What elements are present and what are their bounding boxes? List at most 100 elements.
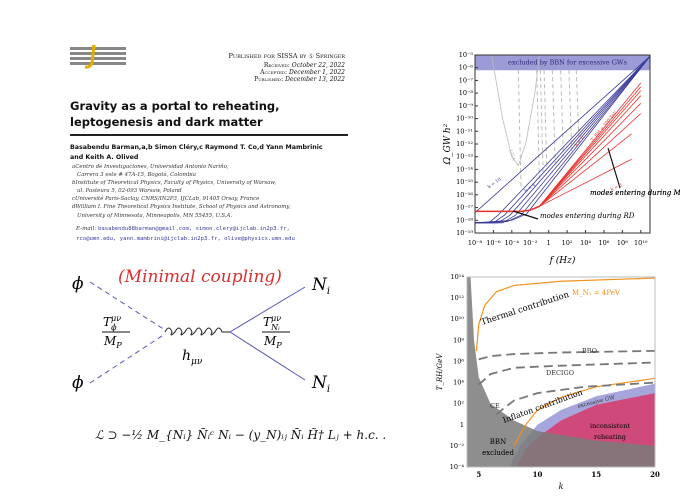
publisher-line: Published for SISSA by ⓢ Springer <box>229 52 345 60</box>
diagram-caption: (Minimal coupling) <box>118 267 282 287</box>
svg-text:MP: MP <box>263 334 282 350</box>
series-red-k-10 <box>539 82 642 207</box>
reheating-label: reheating <box>594 433 626 441</box>
plot-frame <box>474 54 651 234</box>
published-for: Published for SISSA by <box>228 52 307 60</box>
series-red-7 <box>539 133 632 207</box>
detector-sensitivity-line <box>536 70 540 183</box>
series-red-3 <box>539 90 642 207</box>
received-label: Received: <box>263 62 290 69</box>
email-label: E-mail: <box>76 226 97 232</box>
graviton-propagator <box>164 327 230 336</box>
x-tick-label: 5 <box>476 470 481 479</box>
x-tick-label: 15 <box>591 470 601 479</box>
curve-label: LISA <box>507 149 517 162</box>
vertex-right-factor: Tμν Nᵢ MP <box>262 314 290 350</box>
bbo-label: BBO <box>582 347 597 355</box>
x-tick-label: 10⁻⁴ <box>505 239 520 247</box>
series-blue-k-10 <box>474 55 651 213</box>
paper-title: Gravity as a portal to reheating, leptog… <box>70 99 280 129</box>
y-tick-label: 10⁻⁶ <box>459 64 474 72</box>
publisher: Springer <box>315 52 345 60</box>
x-tick-label: 10⁻² <box>523 239 538 247</box>
y-tick-label: 10⁻¹³ <box>456 153 473 161</box>
series-red-k-4 <box>539 158 632 207</box>
vertex-left-factor: Tμν ϕ MP <box>102 314 130 350</box>
series-decigo <box>478 361 656 386</box>
y-tick-label: 10⁸ <box>453 336 464 344</box>
inconsistent-label: inconsistent <box>590 422 630 430</box>
y-tick-label: 10⁻¹⁰ <box>456 115 473 123</box>
n-out-1-label: Ni <box>311 275 330 297</box>
email-link[interactable]: basabendu88barman@gmail.com, simon.clery… <box>97 226 290 232</box>
published-date: December 13, 2022 <box>285 76 345 83</box>
x-tick-label: 10⁻⁸ <box>468 239 483 247</box>
detector-sensitivity-line <box>517 70 522 189</box>
x-axis-label: k <box>559 482 564 491</box>
accepted-label: Accepted: <box>260 69 288 76</box>
y-tick-label: 10⁻⁸ <box>459 89 474 97</box>
x-tick-label: 10⁸ <box>617 239 628 247</box>
series-red-6 <box>539 113 642 207</box>
annotation-modes-rd: modes entering during RD <box>540 212 635 220</box>
series-red-plateau <box>475 205 540 213</box>
y-tick-label: 10⁻¹¹ <box>456 127 473 135</box>
y-tick-label: 10⁻¹⁹ <box>456 229 473 237</box>
y-tick-label: 10¹⁰ <box>451 315 465 323</box>
annotation-modes-md: modes entering during MD <box>590 189 680 197</box>
lagrangian-equation: ℒ ⊃ −½ M_{Nᵢ} N̄ᵢᶜ Nᵢ − (y_N)ᵢⱼ N̄ᵢ H̃† … <box>95 428 387 442</box>
accepted-line: Accepted: December 1, 2022 <box>260 69 345 76</box>
y-tick-label: 10⁻⁵ <box>459 51 474 59</box>
y-tick-label: 10⁻¹⁵ <box>456 178 473 186</box>
affiliation: ul. Pasteura 5, 02-093 Warsaw, Poland <box>77 188 182 195</box>
plot-frame <box>466 276 656 468</box>
detector-sensitivity-line <box>551 70 556 164</box>
x-tick-label: 10⁴ <box>580 239 591 247</box>
curve-label: k = 8 <box>610 182 624 193</box>
series-bbo <box>478 349 656 361</box>
series-blue-6 <box>474 56 651 224</box>
affiliation: cUniversité Paris-Saclay, CNRS/IN2P3, IJ… <box>72 196 260 203</box>
detector-sensitivity-line <box>560 70 564 157</box>
jhep-logo <box>70 45 126 69</box>
arrow-md <box>607 147 621 189</box>
series-blue-5 <box>475 56 651 224</box>
ce-label: CE <box>490 402 500 410</box>
authors: Basabendu Barman,a,b Simon Cléry,c Raymo… <box>70 143 360 163</box>
n-out-2-label: Ni <box>311 373 330 395</box>
bbn-excluded-band <box>475 55 650 71</box>
series-ce <box>495 381 656 415</box>
phi-out-label: ϕ <box>72 373 84 393</box>
scalar-line-bottom <box>89 333 166 384</box>
x-tick-label: 10⁻⁶ <box>486 239 501 247</box>
detector-sensitivity-line <box>568 70 573 151</box>
bbn-label: BBN <box>490 438 506 446</box>
svg-text:MP: MP <box>103 334 122 350</box>
y-tick-label: 1 <box>460 421 464 429</box>
y-tick-label: 10⁴ <box>453 379 464 387</box>
graviton-label: hμν <box>182 348 203 367</box>
scalar-line-top <box>89 281 166 331</box>
series-red-4 <box>539 95 642 207</box>
series-thermal-contribution <box>475 277 656 351</box>
email-link[interactable]: rco@umn.edu, yann.mambrini@ijclab.in2p3.… <box>76 235 295 242</box>
title-rule <box>70 134 348 136</box>
y-tick-label: 10⁻¹² <box>456 140 473 148</box>
published-label: Published: <box>254 76 284 83</box>
annotation-md: modes entering during MD <box>590 189 680 197</box>
x-tick-label: 1 <box>547 239 551 247</box>
received-line: Received: October 22, 2022 <box>264 62 345 69</box>
bbn-excluded-region <box>467 277 655 467</box>
x-tick-label: 10¹⁰ <box>634 239 648 247</box>
y-tick-label: 10¹⁴ <box>451 273 465 281</box>
x-axis-label: f (Hz) <box>549 255 576 266</box>
affiliations: aCentro de Investigaciones, Universidad … <box>72 163 362 220</box>
affiliation: bInstitute of Theoretical Physics, Facul… <box>72 180 277 187</box>
affiliation: aCentro de Investigaciones, Universidad … <box>72 164 229 170</box>
x-tick-label: 10² <box>562 239 573 247</box>
decigo-label: DECIGO <box>546 369 574 377</box>
